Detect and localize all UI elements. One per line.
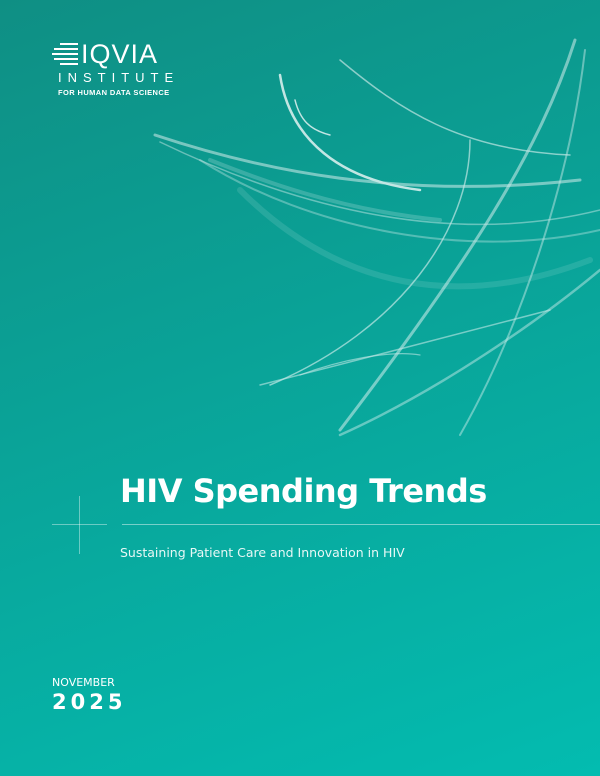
report-title: HIV Spending Trends bbox=[120, 472, 487, 510]
crosshair-decoration bbox=[52, 524, 107, 525]
publication-month: NOVEMBER bbox=[52, 676, 115, 689]
title-divider bbox=[122, 524, 600, 525]
iqvia-institute-logo: IQVIA INSTITUTE FOR HUMAN DATA SCIENCE bbox=[52, 39, 180, 97]
swirl-graphic bbox=[153, 38, 600, 437]
crosshair-decoration-vertical bbox=[79, 496, 80, 554]
report-subtitle: Sustaining Patient Care and Innovation i… bbox=[120, 545, 405, 560]
logo-institute: INSTITUTE bbox=[58, 70, 180, 85]
logo-brand: IQVIA bbox=[81, 39, 159, 69]
logo-mark: IQVIA bbox=[52, 39, 179, 69]
logo-tagline: FOR HUMAN DATA SCIENCE bbox=[58, 88, 170, 97]
publication-year: 2025 bbox=[52, 690, 127, 714]
logo-bars-icon bbox=[52, 43, 78, 65]
